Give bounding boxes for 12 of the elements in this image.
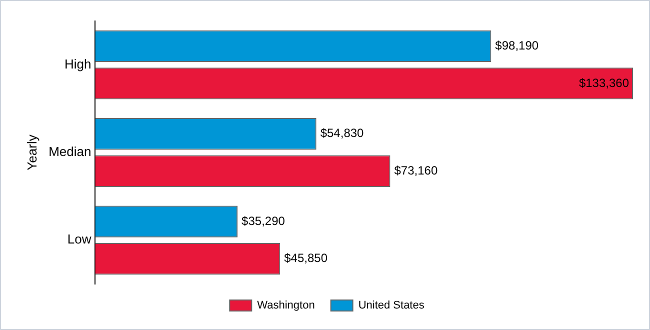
y-tick-label: High <box>64 56 92 72</box>
data-label: $35,290 <box>242 214 286 228</box>
y-tick-label: Median <box>48 144 92 160</box>
data-label: $54,830 <box>320 126 364 140</box>
data-label: $133,360 <box>578 76 630 90</box>
data-label: $98,190 <box>495 38 539 53</box>
y-tick-label: Low <box>67 232 92 247</box>
y-axis-title: Yearly <box>24 134 40 170</box>
legend-label: Washington <box>257 300 315 312</box>
legend-label: United States <box>358 300 425 312</box>
data-label: $45,850 <box>284 251 328 266</box>
data-label: $73,160 <box>394 163 438 178</box>
